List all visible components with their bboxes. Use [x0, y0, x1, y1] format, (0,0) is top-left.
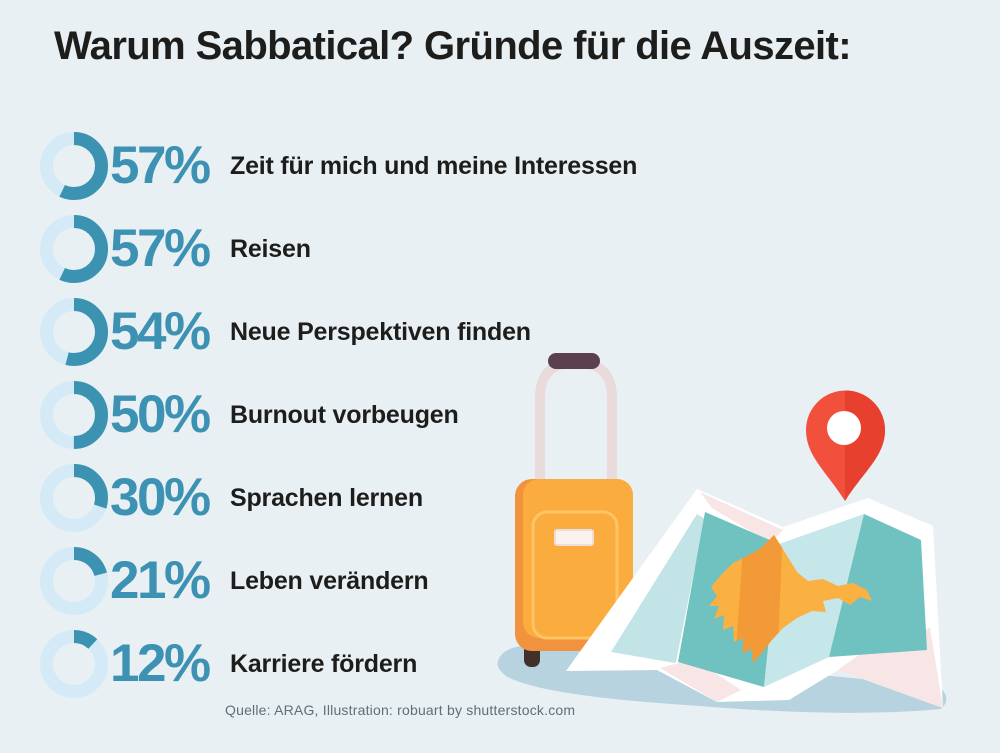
reason-row: 21% Leben verändern — [40, 547, 637, 615]
suitcase-illustration — [515, 353, 633, 667]
map-margin-pink-mid — [660, 659, 741, 702]
map-panel-4 — [829, 514, 927, 657]
reason-label: Sprachen lernen — [230, 483, 423, 512]
donut-arc — [40, 215, 108, 283]
pin-body-shade — [845, 390, 885, 501]
suitcase-name-tag — [554, 529, 594, 546]
donut-chart — [40, 132, 108, 200]
reason-row: 57% Zeit für mich und meine Interessen — [40, 132, 637, 200]
reason-row: 57% Reisen — [40, 215, 637, 283]
percent-value: 54% — [110, 302, 211, 361]
percent-value: 30% — [110, 468, 211, 527]
reason-label: Leben verändern — [230, 566, 429, 595]
reason-row: 30% Sprachen lernen — [40, 464, 637, 532]
pin-hole — [827, 411, 861, 445]
donut-arc — [40, 381, 108, 449]
map-panel-1-face — [611, 514, 705, 663]
donut-arc — [40, 132, 108, 200]
donut-arc — [40, 298, 108, 366]
page-title: Warum Sabbatical? Gründe für die Auszeit… — [54, 24, 852, 68]
donut-arc — [40, 630, 108, 698]
donut-chart — [40, 630, 108, 698]
suitcase-handle — [535, 358, 617, 485]
reason-row: 12% Karriere fördern — [40, 630, 637, 698]
suitcase-grip — [548, 353, 600, 369]
percent-value: 50% — [110, 385, 211, 444]
donut-chart — [40, 298, 108, 366]
map-illustration — [566, 489, 943, 708]
donut-track — [40, 630, 108, 698]
donut-chart — [40, 464, 108, 532]
donut-arc — [40, 547, 108, 615]
donut-arc — [40, 464, 108, 532]
donut-chart — [40, 547, 108, 615]
suitcase-body — [523, 479, 633, 638]
travel-illustration — [497, 353, 947, 713]
reason-row: 54% Neue Perspektiven finden — [40, 298, 637, 366]
donut-chart — [40, 381, 108, 449]
percent-value: 57% — [110, 136, 211, 195]
percent-value: 21% — [110, 551, 211, 610]
donut-chart — [40, 215, 108, 283]
percent-value: 57% — [110, 219, 211, 278]
suitcase-front-panel — [531, 510, 619, 640]
reason-label: Karriere fördern — [230, 649, 418, 678]
reason-label: Zeit für mich und meine Interessen — [230, 151, 638, 180]
reason-label: Neue Perspektiven finden — [230, 317, 531, 346]
source-credit: Quelle: ARAG, Illustration: robuart by s… — [225, 702, 576, 718]
reason-label: Burnout vorbeugen — [230, 400, 459, 429]
reason-label: Reisen — [230, 234, 311, 263]
percent-value: 12% — [110, 634, 211, 693]
location-pin-icon — [806, 390, 885, 501]
map-margin-pink-top — [700, 492, 783, 543]
reasons-list: 57% Zeit für mich und meine Interessen 5… — [40, 132, 637, 713]
reason-row: 50% Burnout vorbeugen — [40, 381, 637, 449]
